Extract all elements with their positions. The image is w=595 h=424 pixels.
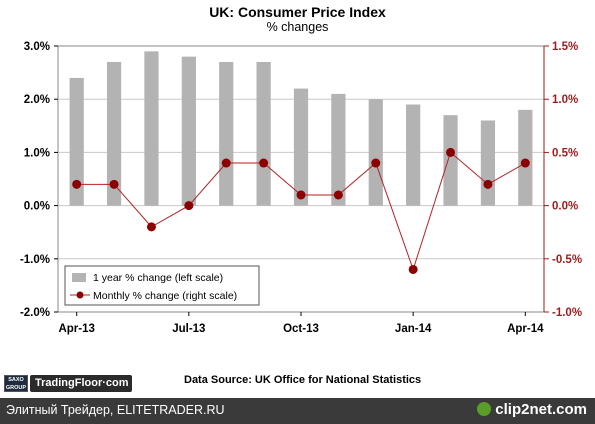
- watermark-bar: Элитный Трейдер, ELITETRADER.RU clip2net…: [0, 398, 595, 424]
- clip2net-icon: [477, 402, 492, 416]
- legend-bar-label: 1 year % change (left scale): [93, 272, 223, 284]
- monthly-change-point: [72, 179, 82, 189]
- monthly-change-point: [296, 190, 306, 200]
- monthly-change-point: [333, 190, 343, 200]
- bar: [106, 61, 122, 206]
- bar: [69, 77, 84, 206]
- monthly-change-point: [371, 158, 381, 168]
- x-tick-label: Jul-13: [172, 323, 205, 335]
- bar: [368, 99, 383, 206]
- monthly-change-point: [184, 201, 194, 211]
- y-left-tick-label: 2.0%: [24, 94, 50, 106]
- x-tick-label: Jan-14: [395, 323, 432, 335]
- bar: [219, 61, 234, 206]
- y-right-tick-label: 1.5%: [552, 41, 578, 53]
- watermark-right-text: clip2net.com: [495, 401, 587, 418]
- bar: [331, 93, 346, 206]
- y-left-tick-label: -2.0%: [20, 307, 50, 319]
- y-left-tick-label: 0.0%: [24, 201, 50, 213]
- chart-title: UK: Consumer Price Index: [209, 4, 386, 20]
- x-tick-label: Oct-13: [283, 323, 319, 335]
- bar: [443, 115, 458, 206]
- tradingfloor-logo: TradingFloor·com: [30, 375, 132, 392]
- watermark-left-text: Элитный Трейдер, ELITETRADER.RU: [6, 403, 225, 417]
- x-tick-label: Apr-14: [507, 323, 544, 335]
- legend-bar-swatch: [72, 273, 86, 282]
- logo-group: SAXO GROUP TradingFloor·com: [4, 375, 132, 392]
- saxo-logo: SAXO GROUP: [4, 375, 28, 392]
- legend-line-marker: [76, 291, 84, 299]
- y-right-tick-label: -0.5%: [552, 254, 582, 266]
- bar: [293, 88, 309, 206]
- bar: [256, 61, 271, 206]
- y-left-tick-label: -1.0%: [20, 254, 50, 266]
- y-left-tick-label: 3.0%: [24, 41, 50, 53]
- watermark-right: clip2net.com: [477, 401, 587, 418]
- monthly-change-point: [221, 158, 231, 168]
- y-right-tick-label: 0.5%: [552, 147, 578, 159]
- bar: [181, 56, 196, 206]
- x-tick-label: Apr-13: [58, 323, 94, 335]
- monthly-change-point: [446, 147, 456, 157]
- bar: [518, 109, 533, 206]
- monthly-change-point: [520, 158, 530, 168]
- bar: [480, 120, 496, 206]
- y-right-tick-label: -1.0%: [552, 307, 582, 319]
- y-right-tick-label: 1.0%: [552, 94, 578, 106]
- monthly-change-point: [408, 264, 418, 274]
- legend-box: [64, 265, 260, 306]
- monthly-change-point: [259, 158, 269, 168]
- monthly-change-point: [109, 179, 119, 189]
- legend-line-label: Monthly % change (right scale): [93, 290, 237, 302]
- bar: [406, 104, 421, 206]
- chart-subtitle: % changes: [266, 20, 329, 34]
- y-left-tick-label: 1.0%: [24, 147, 50, 159]
- monthly-change-point: [146, 222, 156, 232]
- cpi-chart: 3.0% 2.0% 1.0% 0.0% -1.0% -2.0% 1.5% 1.0% 0.5% 0.…: [20, 41, 582, 335]
- bar: [144, 51, 159, 206]
- y-right-tick-label: 0.0%: [552, 201, 578, 213]
- data-source-note: Data Source: UK Office for National Stat…: [184, 374, 422, 386]
- monthly-change-point: [483, 179, 493, 189]
